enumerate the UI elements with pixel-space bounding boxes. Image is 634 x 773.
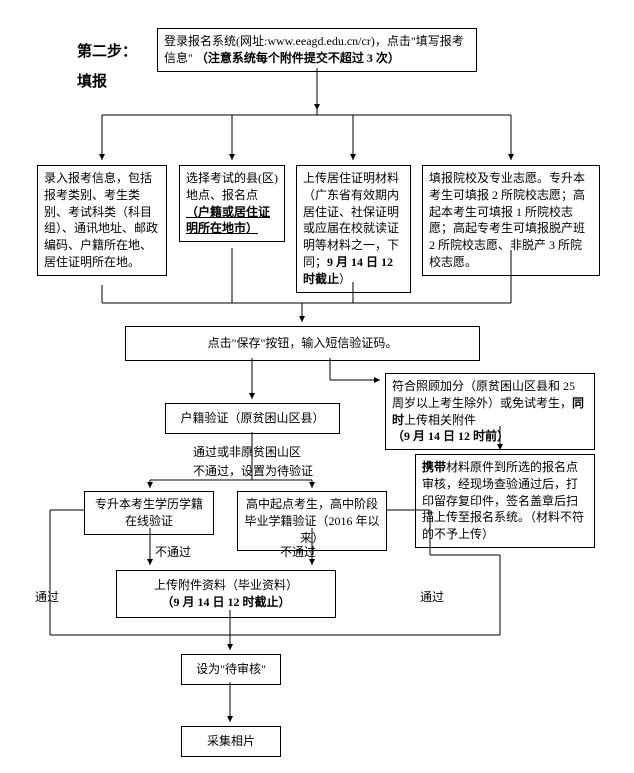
upload-box: 上传附件资料（毕业资料） （9 月 14 日 12 时截止） — [116, 570, 336, 618]
row2-box2-bold: （户籍或居住证明所在地市） — [186, 205, 270, 236]
save-box: 点击"保存"按钮，输入短信验证码。 — [125, 326, 480, 361]
row2-box3-after: ） — [339, 272, 351, 286]
pass-right-label: 通过 — [420, 588, 444, 605]
care-box: 符合照顾加分（原贫困山区县和 25 周岁以上考生除外）或免试考生，同时上传相关附… — [385, 373, 595, 450]
upload-line1: 上传附件资料（毕业资料） — [123, 577, 329, 594]
photo-box: 采集相片 — [181, 726, 281, 757]
top-login-bold: （注意系统每个附件提交不超过 3 次） — [196, 51, 400, 65]
huji-note2: 不通过，设置为待验证 — [193, 462, 313, 479]
row2-box2: 选择考试的县(区)地点、报名点（户籍或居住证明所在地市） — [179, 165, 285, 242]
step-label-1: 第二步： — [77, 40, 137, 61]
zsb-box: 专升本考生学历学籍在线验证 — [84, 491, 214, 535]
care-plain2: 上传相关附件 — [404, 413, 476, 427]
row2-box4: 填报院校及专业志愿。专升本考生可填报 2 所院校志愿；高起本考生可填报 1 所院… — [422, 165, 600, 276]
row2-box1: 录入报考信息，包括报考类别、考生类别、考试科类（科目组）、通讯地址、邮政编码、户… — [37, 165, 167, 276]
huji-box: 户籍验证（原贫困山区县） — [165, 403, 340, 434]
carry-box: 携带材料原件到所选的报名点审核，经现场查验通过后，打印留存复印件，签名盖章后扫描… — [415, 454, 595, 548]
huji-note1: 通过或非原贫困山区 — [193, 443, 301, 460]
pass-left-label: 通过 — [35, 588, 59, 605]
row2-box3: 上传居住证明材料（广东省有效期内居住证、社保证明或应届在校就读证明等材料之一，下… — [296, 165, 411, 293]
fail1-label: 不通过 — [155, 543, 191, 560]
carry-bold1: 携带 — [422, 460, 446, 474]
carry-plain: 材料原件到所选的报名点审核，经现场查验通过后，打印留存复印件，签名盖章后扫描上传… — [422, 460, 584, 541]
pending-box: 设为"待审核" — [181, 654, 281, 685]
upload-line2: （9 月 14 日 12 时截止） — [123, 594, 329, 611]
step-label-2: 填报 — [77, 70, 107, 91]
fail2-label: 不通过 — [280, 543, 316, 560]
care-plain1: 符合照顾加分（原贫困山区县和 25 周岁以上考生除外）或免试考生， — [392, 379, 575, 410]
top-login-box: 登录报名系统(网址:www.eeagd.edu.cn/cr)，点击"填写报考信息… — [157, 28, 477, 72]
row2-box2-plain: 选择考试的县(区)地点、报名点 — [186, 171, 278, 202]
care-bold2: （9 月 14 日 12 时前） — [392, 429, 509, 443]
